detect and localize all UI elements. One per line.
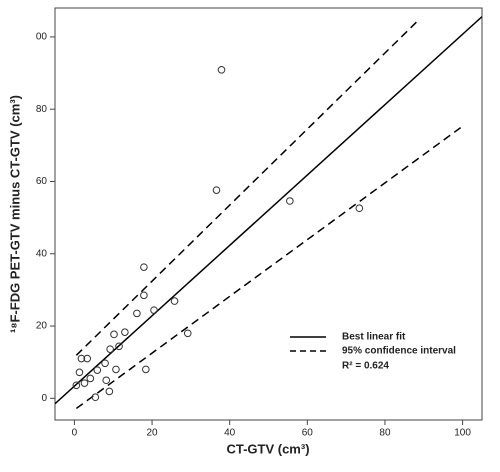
point [110, 330, 118, 339]
y-tick-label: 80 [36, 104, 48, 115]
point [355, 204, 364, 213]
point [150, 306, 158, 314]
legend-label: Best linear fit [342, 332, 406, 343]
fit-line [55, 16, 482, 405]
point [106, 345, 114, 353]
point [101, 359, 109, 368]
fit-line [75, 19, 420, 356]
x-tick-label: 80 [379, 428, 391, 439]
point [142, 365, 150, 374]
point [93, 366, 102, 374]
y-tick-label: 00 [36, 32, 48, 43]
y-tick-label: 60 [36, 176, 48, 187]
point [121, 328, 129, 336]
point [212, 186, 221, 194]
y-tick-label: 0 [41, 393, 47, 404]
point [86, 374, 95, 383]
x-tick-label: 0 [72, 428, 78, 439]
point [133, 309, 141, 318]
x-axis-label: CT-GTV (cm³) [226, 441, 309, 456]
point [83, 354, 92, 363]
y-tick-label: 20 [36, 321, 48, 332]
legend-label: 95% confidence interval [342, 346, 456, 357]
fit-line [75, 125, 464, 410]
annotation: R² = 0.624 [342, 361, 389, 372]
point [72, 381, 81, 390]
point [170, 297, 179, 305]
point [140, 263, 148, 271]
point [91, 393, 100, 402]
point [77, 354, 86, 363]
x-tick-label: 40 [224, 428, 236, 439]
point [140, 291, 148, 300]
point [217, 66, 226, 74]
plot-frame [54, 7, 483, 421]
point [80, 379, 89, 387]
y-axis-label: ¹⁸F-FDG PET-GTV minus CT-GTV (cm³) [7, 95, 22, 333]
point [286, 197, 294, 205]
y-tick-label: 40 [36, 248, 48, 259]
point [112, 365, 120, 374]
x-tick-label: 100 [454, 428, 471, 439]
point [75, 368, 84, 377]
point [102, 376, 111, 385]
point [115, 342, 123, 351]
x-tick-label: 60 [302, 428, 314, 439]
x-tick-label: 20 [146, 428, 158, 439]
point [183, 329, 192, 338]
point [105, 387, 114, 396]
